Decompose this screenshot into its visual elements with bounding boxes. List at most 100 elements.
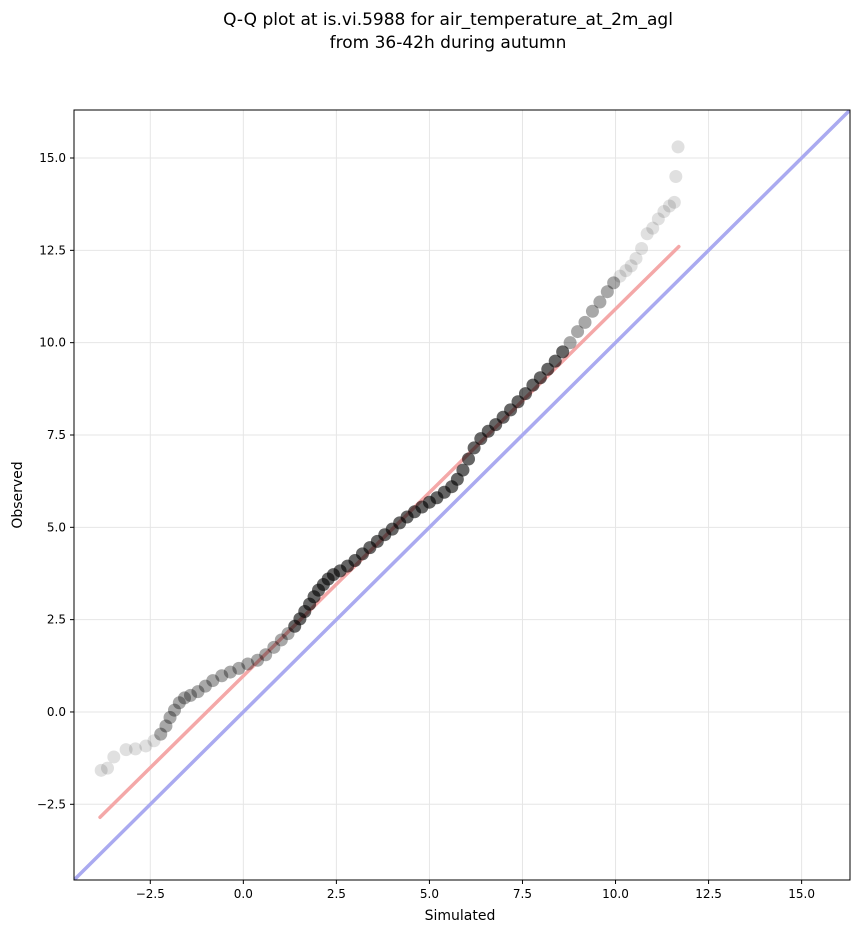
data-point-dense: [232, 661, 246, 675]
data-point-dense: [518, 387, 532, 401]
data-point: [619, 264, 633, 278]
data-point: [147, 734, 161, 748]
data-point: [662, 199, 676, 213]
data-point: [578, 315, 592, 329]
y-tick-label: 0.0: [47, 705, 66, 719]
data-point-dense: [183, 688, 197, 702]
data-point-dense: [571, 325, 585, 339]
x-tick-label: 15.0: [788, 887, 815, 901]
data-point-dense: [223, 665, 237, 679]
data-point: [274, 633, 288, 647]
data-point-dense: [600, 285, 614, 299]
data-point: [215, 669, 229, 683]
data-point-dense: [259, 648, 273, 662]
data-point-dense: [250, 653, 264, 667]
data-point: [613, 269, 627, 283]
x-axis-label: Simulated: [425, 908, 496, 924]
data-point: [593, 295, 607, 309]
data-point-dense: [178, 691, 192, 705]
data-point-dense: [154, 727, 168, 741]
data-point: [585, 304, 599, 318]
data-point: [607, 276, 621, 290]
data-point: [635, 241, 649, 255]
data-point: [198, 679, 212, 693]
data-point-dense: [198, 679, 212, 693]
data-point: [128, 742, 142, 756]
y-tick-label: −2.5: [37, 797, 66, 811]
data-point-dense: [159, 719, 173, 733]
data-point-dense: [467, 441, 481, 455]
y-axis-label: Observed: [10, 461, 26, 528]
data-point-dense: [172, 696, 186, 710]
x-tick-label: 2.5: [327, 887, 346, 901]
data-point: [159, 719, 173, 733]
data-point: [669, 169, 683, 183]
data-point-dense: [274, 633, 288, 647]
data-point: [119, 743, 133, 757]
data-point: [259, 648, 273, 662]
data-point-dense: [556, 345, 570, 359]
data-point: [206, 674, 220, 688]
data-point: [178, 691, 192, 705]
data-point-dense: [462, 452, 476, 466]
data-point-dense: [206, 674, 220, 688]
x-tick-label: 5.0: [420, 887, 439, 901]
data-point-dense: [585, 304, 599, 318]
y-tick-label: 15.0: [39, 151, 66, 165]
data-point: [154, 727, 168, 741]
data-point-dense: [191, 685, 205, 699]
data-point: [191, 685, 205, 699]
data-point-dense: [215, 669, 229, 683]
data-point: [172, 696, 186, 710]
data-point-dense: [267, 640, 281, 654]
x-tick-label: −2.5: [136, 887, 165, 901]
data-point: [100, 761, 114, 775]
data-point: [183, 688, 197, 702]
data-point: [223, 665, 237, 679]
data-point-dense: [607, 276, 621, 290]
y-tick-label: 10.0: [39, 336, 66, 350]
data-point-dense: [163, 711, 177, 725]
data-point: [167, 703, 181, 717]
y-tick-label: 5.0: [47, 520, 66, 534]
x-tick-label: 0.0: [234, 887, 253, 901]
data-point: [107, 750, 121, 764]
data-point: [646, 221, 660, 235]
data-point-dense: [563, 336, 577, 350]
identity-line: [74, 110, 850, 880]
y-tick-label: 12.5: [39, 243, 66, 257]
y-tick-label: 7.5: [47, 428, 66, 442]
data-point: [651, 212, 665, 226]
x-tick-label: 12.5: [695, 887, 722, 901]
data-point: [250, 653, 264, 667]
data-point: [241, 657, 255, 671]
data-point: [94, 763, 108, 777]
reference-lines: [74, 110, 850, 880]
axes: −2.5 0.0 2.5 5.0 7.5 10.0 12.5 15.0 −2.5 0.0 2.5 5.…: [37, 151, 815, 901]
data-point: [571, 325, 585, 339]
data-point: [667, 195, 681, 209]
data-point-dense: [593, 295, 607, 309]
x-tick-label: 7.5: [513, 887, 532, 901]
data-point: [640, 227, 654, 241]
data-point-dense: [456, 463, 470, 477]
data-point: [671, 140, 685, 154]
data-point-dense: [548, 354, 562, 368]
data-point-dense: [241, 657, 255, 671]
data-point-dense: [578, 315, 592, 329]
plot-frame: [73, 109, 851, 881]
x-tick-label: 10.0: [602, 887, 629, 901]
data-point: [267, 640, 281, 654]
data-point-dense: [167, 703, 181, 717]
data-points: [94, 140, 685, 777]
chart-title-line-2: from 36-42h during autumn: [330, 33, 567, 53]
y-tick-label: 2.5: [47, 613, 66, 627]
data-point: [629, 251, 643, 265]
grid-lines: [74, 110, 850, 880]
data-point: [600, 285, 614, 299]
chart-title-line-1: Q-Q plot at is.vi.5988 for air_temperatu…: [223, 10, 673, 30]
data-point: [139, 739, 153, 753]
data-point: [624, 259, 638, 273]
data-point: [563, 336, 577, 350]
